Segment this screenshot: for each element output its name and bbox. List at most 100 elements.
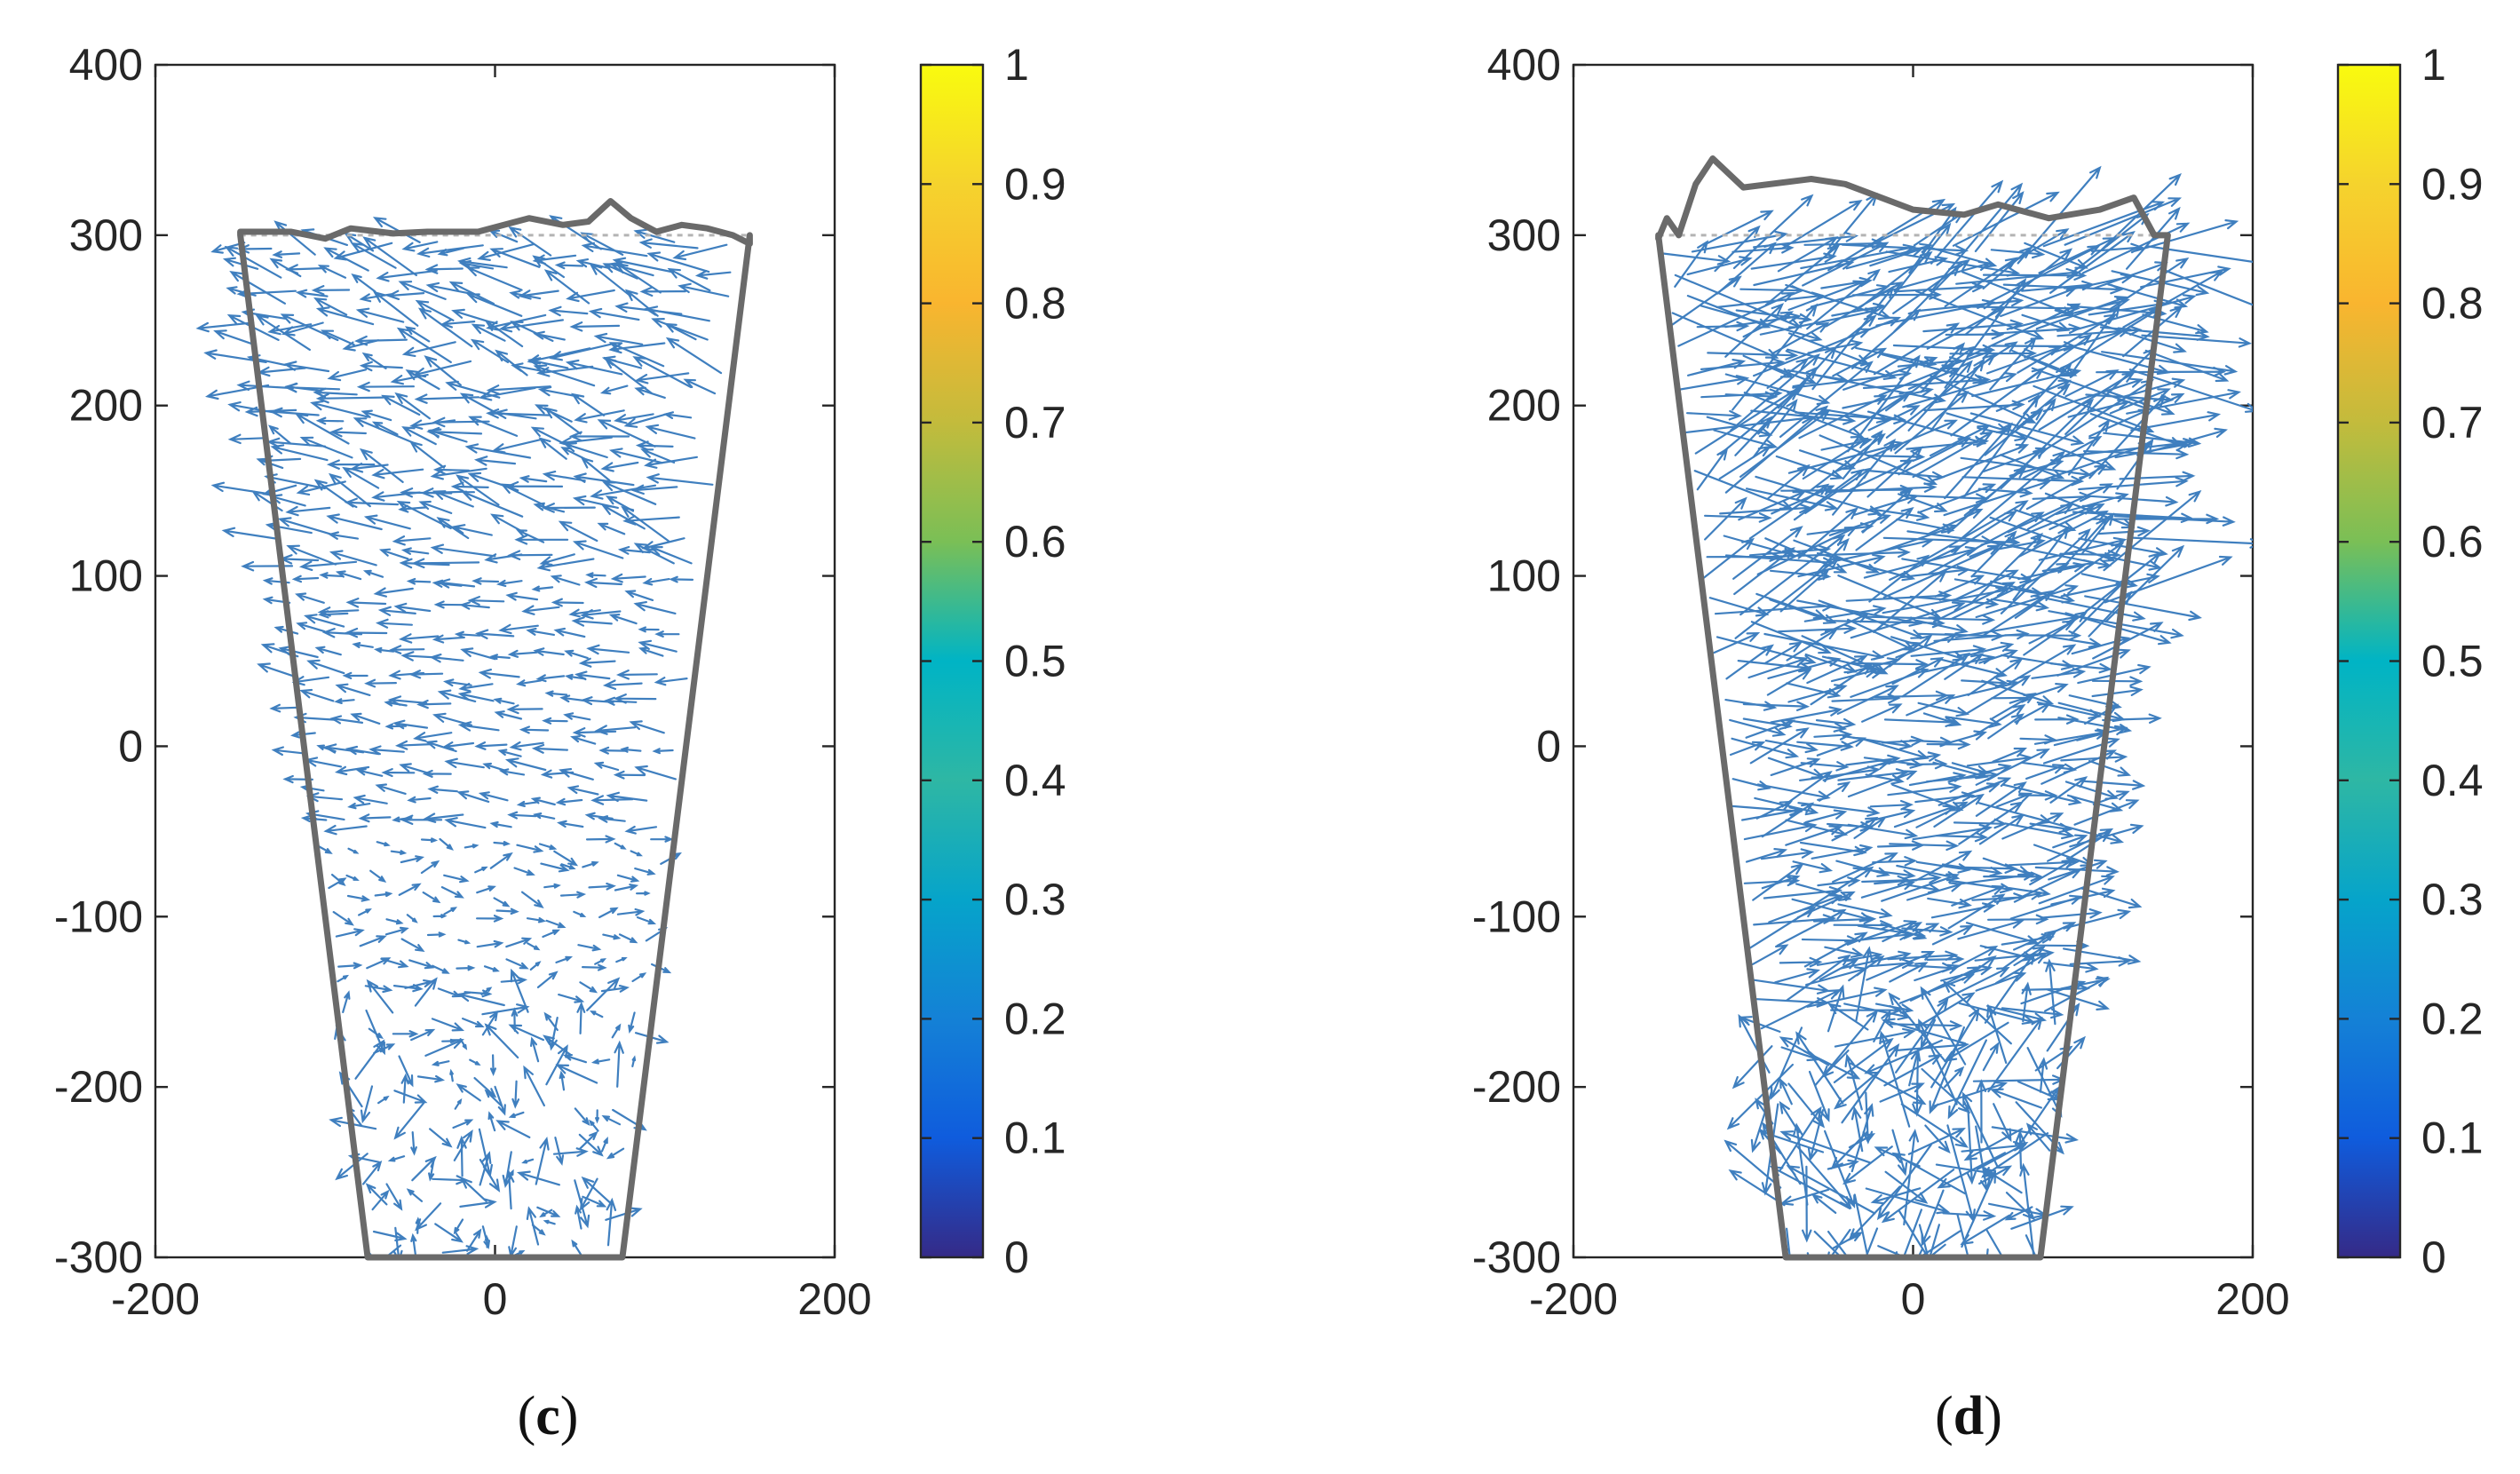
quiver-arrow-274 bbox=[613, 770, 646, 780]
quiver-arrow-165 bbox=[505, 937, 533, 948]
quiver-arrow-447 bbox=[1716, 636, 1817, 665]
quiver-arrow-625 bbox=[351, 273, 376, 293]
quiver-arrow-606 bbox=[355, 307, 405, 323]
quiver-arrow-543 bbox=[283, 382, 341, 393]
colorbar-tick-label: 0.5 bbox=[1004, 637, 1066, 686]
quiver-arrow-297 bbox=[1865, 807, 1916, 823]
quiver-arrow-513 bbox=[491, 438, 543, 454]
quiver-arrow-341 bbox=[1729, 741, 1766, 757]
quiver-arrow-356 bbox=[638, 646, 664, 657]
quiver-arrow-269 bbox=[498, 768, 526, 776]
quiver-arrow-575 bbox=[565, 359, 623, 376]
quiver-arrow-566 bbox=[359, 361, 403, 372]
quiver-arrow-9 bbox=[571, 1239, 582, 1256]
quiver-arrow-531 bbox=[1901, 558, 2033, 584]
quiver-arrow-224 bbox=[538, 843, 558, 851]
quiver-arrow-46 bbox=[387, 1155, 406, 1162]
x-tick-label: 0 bbox=[1901, 1274, 1926, 1324]
quiver-arrow-456 bbox=[461, 491, 524, 518]
quiver-arrow-336 bbox=[2002, 783, 2082, 805]
quiver-arrow-301 bbox=[1953, 818, 2008, 829]
quiver-arrow-162 bbox=[426, 931, 447, 938]
quiver-arrow-374 bbox=[654, 630, 680, 638]
quiver-arrow-152 bbox=[529, 961, 542, 971]
quiver-arrow-412 bbox=[286, 544, 337, 566]
quiver-arrow-17 bbox=[1903, 1129, 1920, 1226]
quiver-arrow-608 bbox=[1842, 430, 1883, 479]
quiver-arrow-78 bbox=[1891, 1129, 1908, 1177]
quiver-arrow-278 bbox=[322, 743, 365, 754]
quiver-arrow-372 bbox=[608, 614, 638, 625]
quiver-arrow-442 bbox=[597, 522, 626, 535]
quiver-arrow-445 bbox=[641, 537, 685, 551]
quiver-arrow-521 bbox=[2103, 490, 2202, 572]
quiver-arrow-205 bbox=[443, 874, 470, 884]
quiver-arrow-431 bbox=[1764, 641, 1803, 664]
quiver-arrow-608 bbox=[415, 299, 455, 321]
quiver-arrow-397 bbox=[1810, 663, 1874, 706]
quiver-arrow-182 bbox=[573, 910, 587, 917]
quiver-arrow-53 bbox=[1884, 1170, 1929, 1204]
quiver-arrow-605 bbox=[315, 306, 375, 326]
quiver-arrow-624 bbox=[311, 285, 351, 296]
quiver-arrow-351 bbox=[1951, 762, 1990, 776]
quiver-arrow-570 bbox=[470, 338, 510, 364]
quiver-arrow-51 bbox=[521, 1158, 535, 1164]
quiver-arrow-167 bbox=[542, 929, 561, 939]
quiver-arrow-4 bbox=[1877, 1245, 1908, 1257]
quiver-arrow-67 bbox=[601, 1115, 622, 1126]
y-tick-label: 400 bbox=[1487, 40, 1561, 90]
quiver-arrow-82 bbox=[393, 1090, 428, 1104]
quiver-arrow-535 bbox=[570, 392, 606, 416]
quiver-arrow-460 bbox=[2004, 630, 2082, 641]
quiver-arrow-645 bbox=[317, 265, 347, 279]
quiver-arrow-289 bbox=[2052, 834, 2088, 849]
quiver-arrow-280 bbox=[368, 745, 405, 756]
quiver-arrow-742 bbox=[2027, 355, 2078, 376]
quiver-arrow-486 bbox=[299, 436, 353, 459]
quiver-arrow-404 bbox=[550, 575, 581, 586]
quiver-arrow-668 bbox=[333, 242, 393, 261]
quiver-arrow-367 bbox=[474, 629, 515, 639]
quiver-arrow-627 bbox=[385, 289, 425, 300]
quiver-arrow-446 bbox=[2092, 622, 2164, 660]
quiver-arrow-415 bbox=[378, 548, 409, 560]
quiver-arrow-159 bbox=[359, 935, 387, 947]
quiver-arrow-249 bbox=[375, 783, 407, 795]
quiver-arrow-303 bbox=[542, 717, 568, 725]
quiver-arrow-314 bbox=[416, 699, 452, 709]
quiver-arrow-95 bbox=[424, 1039, 464, 1057]
y-tick-label: 200 bbox=[1487, 381, 1561, 431]
quiver-arrow-328 bbox=[364, 678, 397, 688]
colorbar-tick-label: 0.3 bbox=[1004, 875, 1066, 924]
quiver-arrow-590 bbox=[1898, 493, 1948, 513]
quiver-arrow-369 bbox=[1973, 704, 2026, 737]
quiver-arrow-439 bbox=[1940, 658, 2008, 678]
quiver-arrow-580 bbox=[213, 329, 255, 345]
quiver-arrow-499 bbox=[2033, 595, 2146, 622]
quiver-arrow-523 bbox=[269, 407, 320, 418]
quiver-arrow-272 bbox=[559, 768, 594, 781]
quiver-arrow-83 bbox=[416, 1074, 446, 1083]
quiver-arrow-134 bbox=[404, 979, 434, 989]
quiver-arrow-275 bbox=[1743, 821, 1818, 841]
quiver-arrow-220 bbox=[439, 837, 454, 851]
quiver-arrow-647 bbox=[350, 242, 397, 269]
quiver-arrow-461 bbox=[605, 495, 635, 512]
quiver-arrow-660 bbox=[646, 251, 710, 273]
quiver-arrow-100 bbox=[1787, 1082, 1826, 1129]
quiver-arrow-204 bbox=[420, 860, 440, 875]
quiver-arrow-76 bbox=[523, 1065, 545, 1107]
quiver-arrow-156 bbox=[1806, 987, 1888, 1008]
quiver-arrow-416 bbox=[400, 547, 430, 555]
quiver-arrow-163 bbox=[457, 939, 472, 945]
quiver-arrow-281 bbox=[394, 740, 432, 750]
quiver-arrow-100 bbox=[530, 1036, 540, 1063]
quiver-arrow-426 bbox=[633, 543, 675, 565]
quiver-arrow-137 bbox=[1942, 980, 2012, 1045]
quiver-arrow-190 bbox=[1907, 962, 1955, 973]
quiver-arrow-409 bbox=[669, 575, 694, 583]
quiver-arrow-47 bbox=[428, 1159, 435, 1182]
quiver-arrow-265 bbox=[1872, 856, 1918, 867]
